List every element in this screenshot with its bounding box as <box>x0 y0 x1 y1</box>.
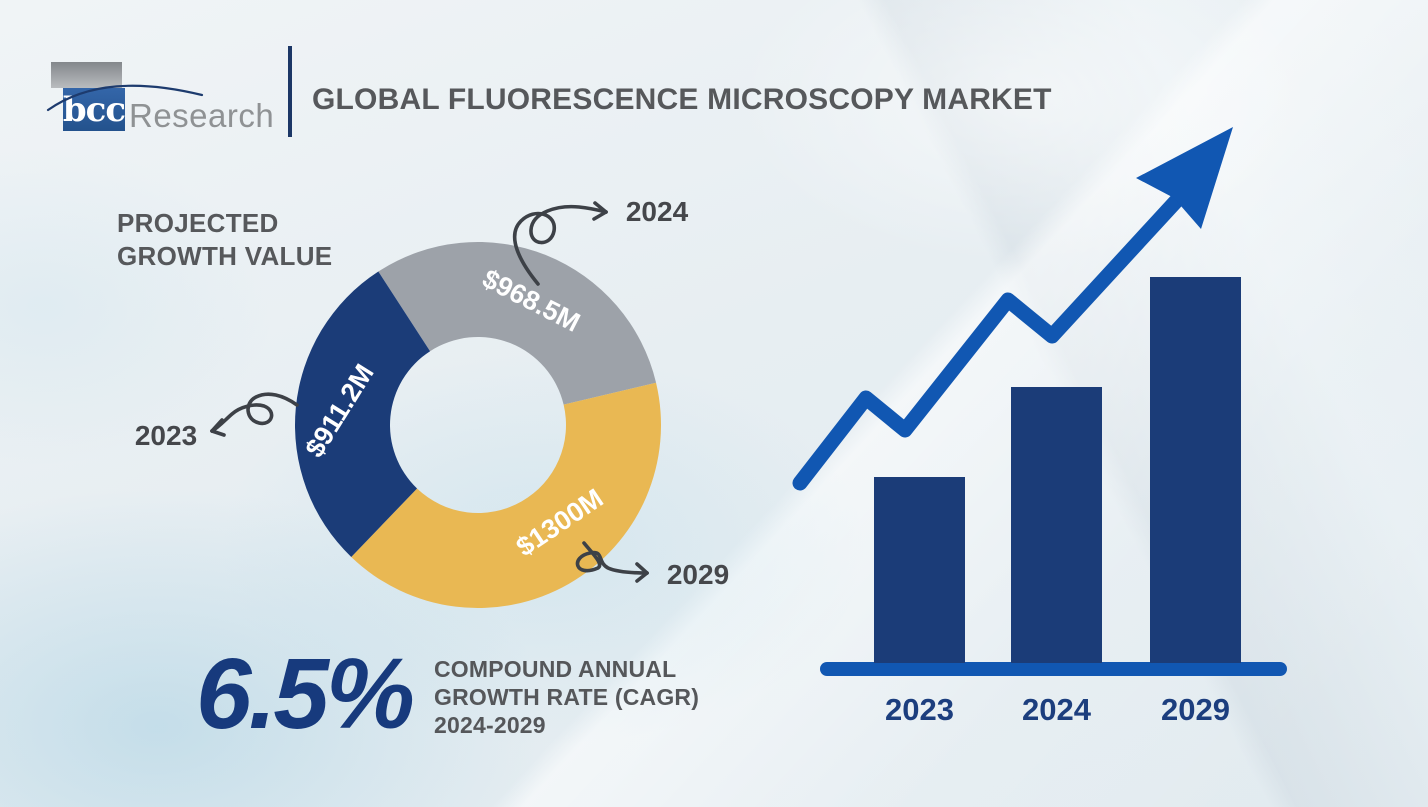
donut-slice-2023 <box>295 271 431 558</box>
donut-year-label-2029: 2029 <box>666 559 730 590</box>
bar-category-label-2023: 2023 <box>885 692 954 727</box>
donut-heading-line2: GROWTH VALUE <box>117 241 333 271</box>
bar-category-label-2029: 2029 <box>1161 692 1230 727</box>
cagr-desc-line1: COMPOUND ANNUAL <box>434 656 677 682</box>
bar-2029 <box>1150 277 1241 663</box>
cagr-desc-line2: GROWTH RATE (CAGR) <box>434 684 700 710</box>
donut-heading: PROJECTED GROWTH VALUE <box>117 207 332 273</box>
donut-year-label-2023: 2023 <box>134 420 198 451</box>
logo-gray-block <box>51 62 122 88</box>
cagr-value: 6.5% <box>196 638 415 750</box>
bar-2024 <box>1011 387 1102 663</box>
bar-2023 <box>874 477 965 663</box>
header-divider <box>288 46 292 137</box>
donut-heading-line1: PROJECTED <box>117 208 279 238</box>
bar-chart-axis <box>820 662 1287 676</box>
cagr-description: COMPOUND ANNUAL GROWTH RATE (CAGR) 2024-… <box>434 655 699 739</box>
page-title: GLOBAL FLUORESCENCE MICROSCOPY MARKET <box>312 83 1052 116</box>
bar-category-label-2024: 2024 <box>1022 692 1091 727</box>
donut-year-label-2024: 2024 <box>625 196 689 227</box>
cagr-desc-line3: 2024-2029 <box>434 712 546 738</box>
